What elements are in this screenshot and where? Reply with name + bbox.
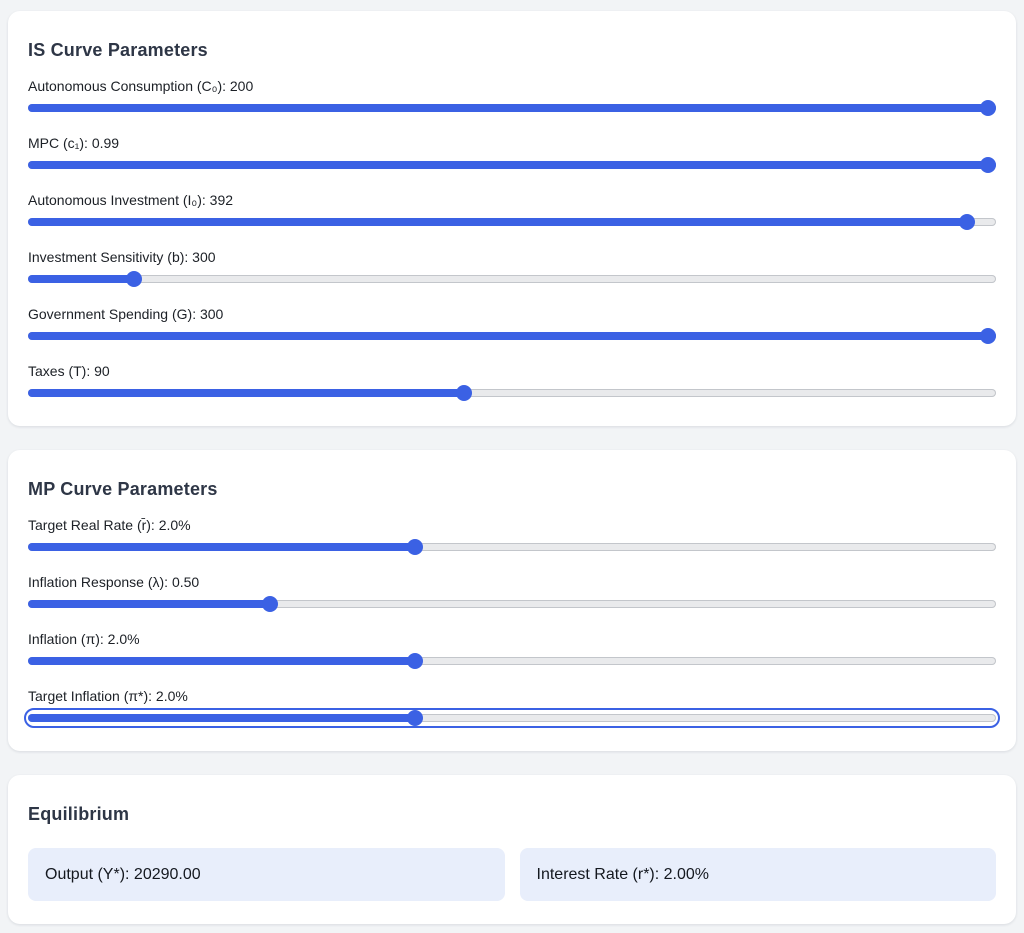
interest-rate-value-box: Interest Rate (r*): 2.00% <box>519 848 996 901</box>
slider-row-autonomous-consumption: Autonomous Consumption (C₀): 200 <box>28 78 996 116</box>
output-value-box: Output (Y*): 20290.00 <box>28 848 505 901</box>
slider-track[interactable] <box>28 161 996 169</box>
is-card-title: IS Curve Parameters <box>28 40 208 60</box>
investment-sensitivity-label: Investment Sensitivity (b): 300 <box>28 249 216 265</box>
slider-track[interactable] <box>28 104 996 112</box>
slider-row-autonomous-investment: Autonomous Investment (I₀): 392 <box>28 192 996 230</box>
slider-track[interactable] <box>28 543 996 551</box>
slider-fill <box>28 389 464 397</box>
mp-curve-parameters-card: MP Curve Parameters Target Real Rate (r̄… <box>8 450 1016 751</box>
slider-thumb[interactable] <box>407 653 424 669</box>
slider-thumb[interactable] <box>980 157 996 173</box>
slider-fill <box>28 104 996 112</box>
slider-fill <box>28 714 416 722</box>
target-real-rate-label: Target Real Rate (r̄): 2.0% <box>28 517 191 533</box>
slider-fill <box>28 218 967 226</box>
slider-row-mpc: MPC (c₁): 0.99 <box>28 135 996 173</box>
autonomous-consumption-label: Autonomous Consumption (C₀): 200 <box>28 78 254 94</box>
target-real-rate-slider[interactable] <box>28 539 996 555</box>
slider-fill <box>28 600 270 608</box>
investment-sensitivity-slider[interactable] <box>28 271 996 287</box>
slider-track[interactable] <box>28 389 996 397</box>
slider-thumb[interactable] <box>958 214 975 230</box>
slider-row-government-spending: Government Spending (G): 300 <box>28 306 996 344</box>
taxes-label: Taxes (T): 90 <box>28 363 110 379</box>
equilibrium-card-title: Equilibrium <box>28 804 130 824</box>
mpc-slider[interactable] <box>28 157 996 173</box>
slider-row-target-inflation: Target Inflation (π*): 2.0% <box>24 688 1000 728</box>
slider-thumb[interactable] <box>455 385 472 401</box>
slider-row-inflation: Inflation (π): 2.0% <box>28 631 996 669</box>
inflation-response-label: Inflation Response (λ): 0.50 <box>28 574 200 590</box>
target-inflation-slider[interactable] <box>24 708 1000 728</box>
slider-thumb[interactable] <box>126 271 143 287</box>
target-inflation-label: Target Inflation (π*): 2.0% <box>28 688 188 704</box>
slider-fill <box>28 543 416 551</box>
inflation-slider[interactable] <box>28 653 996 669</box>
taxes-slider[interactable] <box>28 385 996 401</box>
slider-fill <box>28 657 416 665</box>
is-curve-parameters-card: IS Curve Parameters Autonomous Consumpti… <box>8 11 1016 426</box>
slider-row-taxes: Taxes (T): 90 <box>28 363 996 401</box>
slider-track[interactable] <box>28 657 996 665</box>
slider-thumb[interactable] <box>262 596 278 612</box>
government-spending-slider[interactable] <box>28 328 996 344</box>
equilibrium-boxes: Output (Y*): 20290.00 Interest Rate (r*)… <box>28 848 996 901</box>
slider-track[interactable] <box>28 275 996 283</box>
mpc-label: MPC (c₁): 0.99 <box>28 135 120 151</box>
slider-row-target-real-rate: Target Real Rate (r̄): 2.0% <box>28 517 996 555</box>
government-spending-label: Government Spending (G): 300 <box>28 306 224 322</box>
slider-fill <box>28 332 996 340</box>
inflation-response-slider[interactable] <box>28 596 996 612</box>
slider-thumb[interactable] <box>407 710 424 726</box>
slider-row-inflation-response: Inflation Response (λ): 0.50 <box>28 574 996 612</box>
slider-thumb[interactable] <box>407 539 424 555</box>
slider-thumb[interactable] <box>980 328 996 344</box>
slider-fill <box>28 161 996 169</box>
slider-thumb[interactable] <box>980 100 996 116</box>
autonomous-investment-slider[interactable] <box>28 214 996 230</box>
inflation-label: Inflation (π): 2.0% <box>28 631 140 647</box>
autonomous-investment-label: Autonomous Investment (I₀): 392 <box>28 192 234 208</box>
autonomous-consumption-slider[interactable] <box>28 100 996 116</box>
slider-track[interactable] <box>28 332 996 340</box>
mp-card-title: MP Curve Parameters <box>28 479 218 499</box>
slider-fill <box>28 275 135 283</box>
slider-track[interactable] <box>28 714 996 722</box>
slider-row-investment-sensitivity: Investment Sensitivity (b): 300 <box>28 249 996 287</box>
equilibrium-card: Equilibrium Output (Y*): 20290.00 Intere… <box>8 775 1016 924</box>
slider-track[interactable] <box>28 600 996 608</box>
slider-track[interactable] <box>28 218 996 226</box>
